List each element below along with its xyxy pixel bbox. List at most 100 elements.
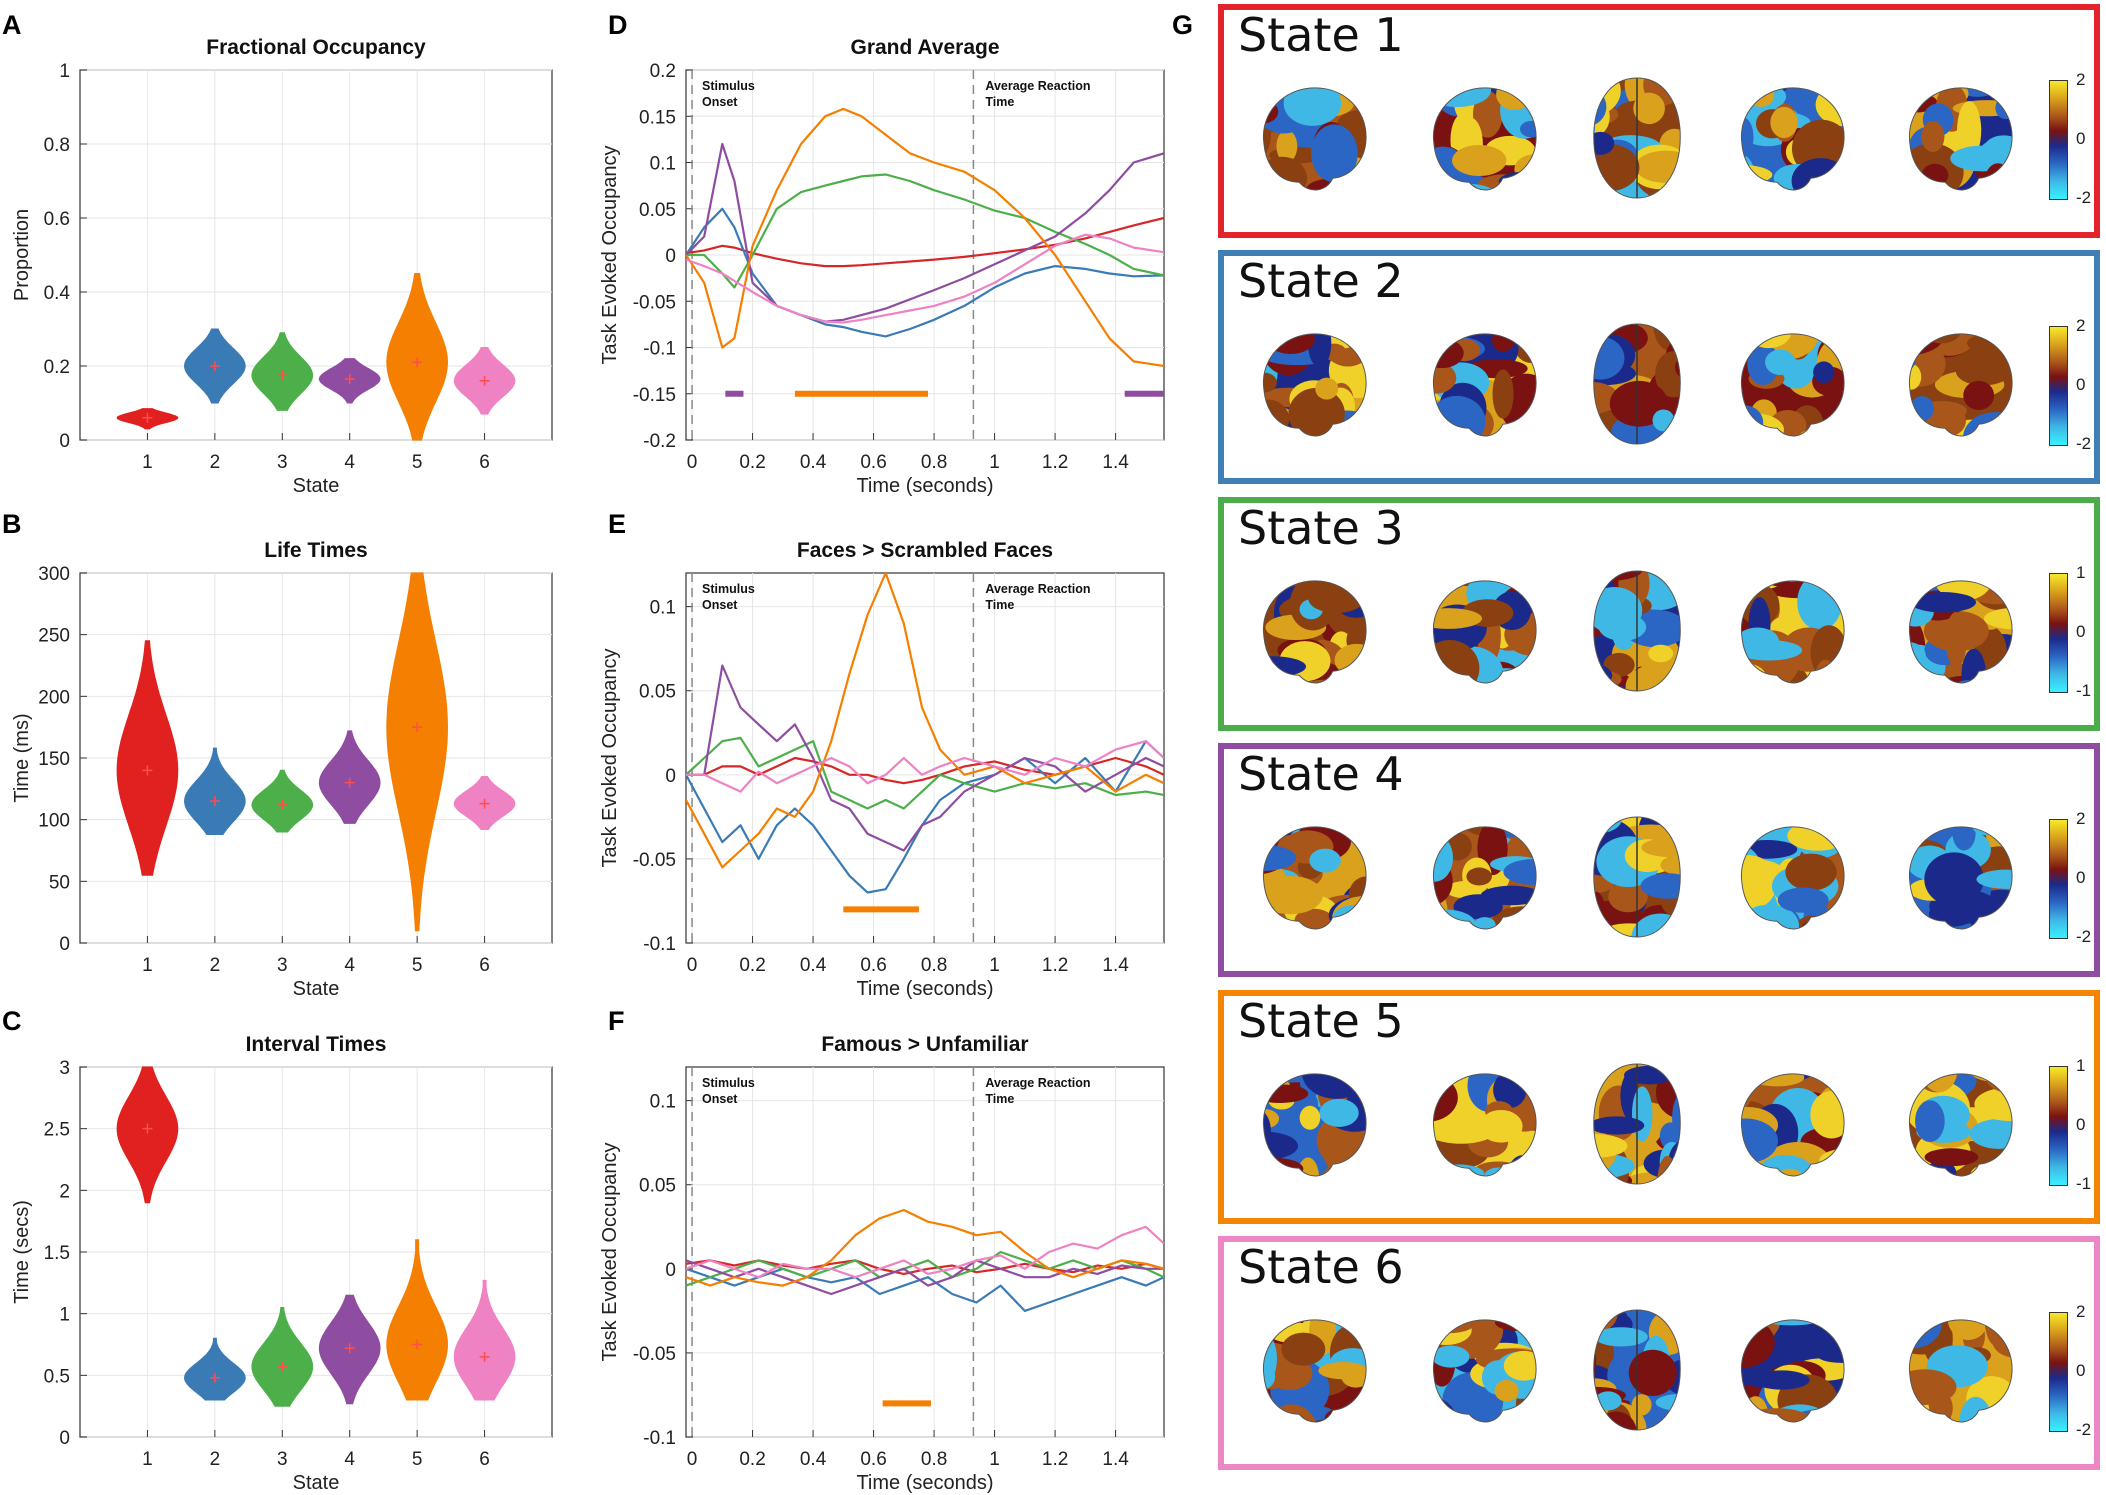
y-tick-label: 0.05 bbox=[639, 200, 676, 221]
y-tick-label: 0.5 bbox=[44, 1366, 70, 1387]
brain-view bbox=[1578, 811, 1696, 943]
state-title: State 4 bbox=[1238, 747, 1404, 801]
x-tick-label: 0.4 bbox=[800, 1449, 827, 1470]
colorbar bbox=[2049, 326, 2068, 446]
x-tick-label: 2 bbox=[210, 452, 221, 473]
colorbar-label: -2 bbox=[2076, 434, 2092, 453]
colorbar-label: 1 bbox=[2076, 1056, 2086, 1075]
y-tick-label: 250 bbox=[38, 626, 70, 647]
median-marker-state-3 bbox=[277, 799, 288, 810]
brain-view bbox=[1578, 1058, 1696, 1190]
brain-view bbox=[1578, 318, 1696, 450]
y-axis-label: Task Evoked Occupancy bbox=[599, 146, 621, 365]
y-tick-label: -0.2 bbox=[643, 431, 676, 452]
brain-view bbox=[1900, 811, 2018, 943]
violin-state-1 bbox=[116, 1066, 179, 1204]
colorbar-label: 2 bbox=[2076, 809, 2086, 828]
state-5-box: State 5 1 0 -1 bbox=[1218, 990, 2100, 1224]
series-state-4 bbox=[686, 142, 1164, 323]
y-axis-label: Time (secs) bbox=[11, 1200, 33, 1304]
y-tick-label: 0 bbox=[59, 1428, 70, 1449]
x-tick-label: 0.6 bbox=[860, 452, 886, 473]
brain-view bbox=[1732, 811, 1850, 943]
colorbar-label: 2 bbox=[2076, 316, 2086, 335]
x-tick-label: 1 bbox=[142, 1449, 153, 1470]
plot-area bbox=[685, 572, 1165, 944]
brain-view bbox=[1424, 1304, 1542, 1436]
brain-medial-left-icon bbox=[1740, 87, 1845, 191]
y-tick-label: -0.1 bbox=[643, 1428, 676, 1449]
series-state-3 bbox=[686, 1250, 1164, 1287]
y-tick-label: 1 bbox=[59, 1305, 70, 1326]
brain-medial-right-icon bbox=[1908, 87, 2013, 191]
colorbar-label: 0 bbox=[2076, 868, 2086, 887]
y-axis-label: Task Evoked Occupancy bbox=[599, 1143, 621, 1362]
brain-view bbox=[1732, 318, 1850, 450]
panel-letter-c: C bbox=[2, 1006, 22, 1036]
panel-letter-a: A bbox=[2, 10, 22, 40]
y-tick-label: 2 bbox=[59, 1181, 70, 1202]
stimulus-onset-annotation: Stimulus Onset bbox=[702, 582, 755, 612]
brain-view bbox=[1254, 565, 1372, 697]
brain-dorsal-icon bbox=[1593, 1063, 1681, 1185]
x-tick-label: 6 bbox=[479, 955, 490, 976]
x-axis-label: State bbox=[293, 978, 340, 1000]
chart-title: Grand Average bbox=[851, 36, 1000, 59]
chart-b: Life Times 0 50 100 150 200 250 300 1 2 3 4 5 6 State T… bbox=[11, 539, 553, 1000]
y-tick-label: -0.05 bbox=[633, 850, 676, 871]
colorbar bbox=[2049, 819, 2068, 939]
chart-title: Famous > Unfamiliar bbox=[821, 1033, 1028, 1056]
y-tick-label: 0 bbox=[59, 431, 70, 452]
brain-view bbox=[1254, 811, 1372, 943]
median-marker-state-2 bbox=[209, 1372, 220, 1383]
y-tick-label: 0 bbox=[665, 766, 676, 787]
brain-view bbox=[1424, 318, 1542, 450]
brain-lateral-left-icon bbox=[1262, 1073, 1367, 1177]
median-marker-state-5 bbox=[412, 357, 423, 368]
colorbar bbox=[2049, 80, 2068, 200]
state-4-box: State 4 2 0 -2 bbox=[1218, 743, 2100, 977]
plot-area bbox=[685, 1066, 1165, 1438]
state-title: State 5 bbox=[1238, 994, 1404, 1048]
median-marker-state-2 bbox=[209, 796, 220, 807]
chart-title: Life Times bbox=[264, 539, 367, 562]
x-axis-label: Time (seconds) bbox=[856, 1472, 993, 1494]
brain-view bbox=[1900, 1304, 2018, 1436]
series-state-6 bbox=[686, 1225, 1164, 1279]
median-marker-state-6 bbox=[479, 798, 490, 809]
brain-medial-left-icon bbox=[1740, 580, 1845, 684]
x-tick-label: 1 bbox=[142, 955, 153, 976]
median-marker-state-1 bbox=[142, 765, 153, 776]
chart-title: Interval Times bbox=[246, 1033, 387, 1056]
panel-letter-b: B bbox=[2, 509, 22, 539]
x-tick-label: 6 bbox=[479, 1449, 490, 1470]
series-state-3 bbox=[686, 736, 1164, 810]
state-3-box: State 3 1 0 -1 bbox=[1218, 497, 2100, 731]
median-marker-state-3 bbox=[277, 370, 288, 381]
x-tick-label: 1.2 bbox=[1042, 955, 1068, 976]
x-tick-label: 1 bbox=[142, 452, 153, 473]
colorbar-label: 0 bbox=[2076, 1361, 2086, 1380]
median-marker-state-5 bbox=[412, 722, 423, 733]
series-state-5 bbox=[686, 107, 1164, 368]
panel-letter-e: E bbox=[608, 509, 626, 539]
x-tick-label: 1.4 bbox=[1102, 452, 1129, 473]
brain-lateral-right-icon bbox=[1432, 333, 1537, 437]
median-marker-state-5 bbox=[412, 1339, 423, 1350]
x-tick-label: 0 bbox=[687, 1449, 698, 1470]
brain-medial-left-icon bbox=[1740, 826, 1845, 930]
median-marker-state-6 bbox=[479, 375, 490, 386]
y-tick-label: 0.2 bbox=[44, 357, 70, 378]
x-tick-label: 0.8 bbox=[921, 452, 947, 473]
y-tick-label: 150 bbox=[38, 749, 70, 770]
y-tick-label: 0.05 bbox=[639, 1176, 676, 1197]
y-tick-label: 0.8 bbox=[44, 135, 70, 156]
x-tick-label: 1.2 bbox=[1042, 1449, 1068, 1470]
violin-state-3 bbox=[251, 1307, 314, 1407]
violin-state-2 bbox=[183, 1337, 246, 1401]
brain-view bbox=[1424, 565, 1542, 697]
median-marker-state-3 bbox=[277, 1361, 288, 1372]
violin-state-4 bbox=[318, 730, 381, 824]
x-tick-label: 5 bbox=[412, 452, 423, 473]
brain-lateral-left-icon bbox=[1262, 87, 1367, 191]
